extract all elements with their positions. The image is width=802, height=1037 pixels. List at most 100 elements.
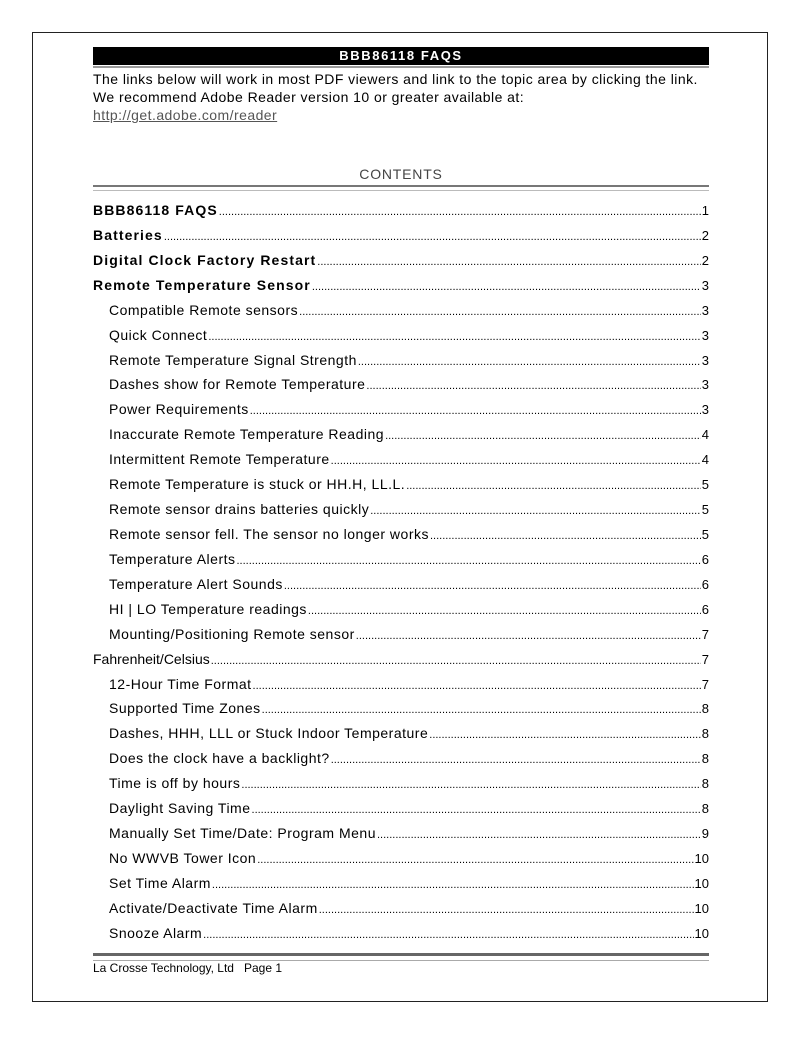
toc-entry-page: 8 [701, 776, 709, 792]
toc-entry-label: Inaccurate Remote Temperature Reading [109, 426, 385, 443]
toc-leader-dots [377, 829, 701, 841]
toc-entry[interactable]: Manually Set Time/Date: Program Menu 9 [93, 825, 709, 850]
footer: La Crosse Technology, Ltd Page 1 [93, 961, 283, 975]
toc-entry[interactable]: Does the clock have a backlight? 8 [93, 750, 709, 775]
toc-entry-label: Intermittent Remote Temperature [109, 451, 330, 468]
toc-entry-page: 4 [701, 427, 709, 443]
toc-entry-page: 2 [701, 252, 709, 268]
toc-entry-label: Time is off by hours [109, 775, 241, 792]
contents-rule [93, 185, 709, 191]
toc-leader-dots [356, 630, 701, 642]
toc-entry-page: 5 [701, 526, 709, 542]
toc-entry[interactable]: Activate/Deactivate Time Alarm 10 [93, 900, 709, 925]
toc-leader-dots [241, 779, 700, 791]
toc-entry-page: 3 [701, 302, 709, 318]
toc-entry-page: 4 [701, 452, 709, 468]
toc-entry-label: Temperature Alert Sounds [109, 575, 283, 592]
toc-entry[interactable]: Remote Temperature Signal Strength 3 [93, 352, 709, 377]
toc-entry-page: 10 [694, 900, 709, 916]
toc-entry-page: 5 [701, 477, 709, 493]
toc-entry[interactable]: BBB86118 FAQS 1 [93, 202, 709, 227]
toc-entry-label: Does the clock have a backlight? [109, 750, 330, 767]
toc-leader-dots [331, 455, 701, 467]
toc-entry-label: Manually Set Time/Date: Program Menu [109, 825, 376, 842]
toc-entry-page: 8 [701, 801, 709, 817]
toc-entry-label: Mounting/Positioning Remote sensor [109, 625, 355, 642]
toc-entry[interactable]: Quick Connect 3 [93, 327, 709, 352]
toc-entry[interactable]: Intermittent Remote Temperature 4 [93, 451, 709, 476]
toc-leader-dots [252, 804, 701, 816]
toc-entry[interactable]: Power Requirements 3 [93, 401, 709, 426]
toc-leader-dots [284, 580, 701, 592]
toc-entry-label: No WWVB Tower Icon [109, 849, 257, 866]
toc-entry[interactable]: Batteries 2 [93, 227, 709, 252]
title-rule [93, 66, 709, 68]
toc-entry[interactable]: Inaccurate Remote Temperature Reading 4 [93, 426, 709, 451]
toc-entry-label: Temperature Alerts [109, 550, 236, 567]
toc-entry[interactable]: Supported Time Zones 8 [93, 700, 709, 725]
toc-entry-label: HI | LO Temperature readings [109, 600, 307, 617]
toc-leader-dots [429, 729, 701, 741]
contents-heading: CONTENTS [359, 166, 443, 182]
toc-entry-page: 1 [701, 203, 709, 218]
toc-entry[interactable]: Remote Temperature is stuck or HH.H, LL.… [93, 476, 709, 501]
toc-entry[interactable]: Time is off by hours 8 [93, 775, 709, 800]
toc-entry-page: 8 [701, 701, 709, 717]
toc-entry-label: Supported Time Zones [109, 700, 261, 717]
toc-entry-label: Remote Temperature is stuck or HH.H, LL.… [109, 476, 406, 493]
toc-entry[interactable]: Snooze Alarm 10 [93, 925, 709, 950]
toc-entry-label: Activate/Deactivate Time Alarm [109, 899, 318, 916]
toc-entry-page: 7 [701, 676, 709, 692]
toc-entry[interactable]: Mounting/Positioning Remote sensor 7 [93, 626, 709, 651]
toc-entry[interactable]: Remote sensor fell. The sensor no longer… [93, 526, 709, 551]
toc-entry-label: Set Time Alarm [109, 874, 211, 891]
adobe-reader-link[interactable]: http://get.adobe.com/reader [93, 107, 278, 123]
toc-entry-page: 8 [701, 726, 709, 742]
toc-entry[interactable]: Dashes, HHH, LLL or Stuck Indoor Tempera… [93, 725, 709, 750]
toc-leader-dots [366, 380, 700, 392]
toc-entry-label: Fahrenheit/Celsius [93, 650, 210, 667]
toc-entry-page: 6 [701, 601, 709, 617]
toc-leader-dots [250, 405, 701, 417]
toc-entry-label: Dashes, HHH, LLL or Stuck Indoor Tempera… [109, 725, 429, 742]
toc-entry[interactable]: 12-Hour Time Format 7 [93, 676, 709, 701]
toc-leader-dots [211, 655, 701, 667]
toc-entry-page: 10 [694, 850, 709, 866]
toc-entry-label: 12-Hour Time Format [109, 675, 252, 692]
toc-entry[interactable]: Fahrenheit/Celsius 7 [93, 651, 709, 676]
toc-entry[interactable]: No WWVB Tower Icon 10 [93, 850, 709, 875]
toc-entry-label: Remote Temperature Signal Strength [109, 351, 357, 368]
toc-entry-page: 7 [701, 651, 709, 667]
toc-entry-page: 3 [701, 327, 709, 343]
toc-entry-label: Daylight Saving Time [109, 800, 251, 817]
toc-entry-page: 2 [701, 227, 709, 243]
toc-leader-dots [164, 231, 701, 243]
toc-entry[interactable]: Remote Temperature Sensor 3 [93, 277, 709, 302]
toc-leader-dots [299, 306, 701, 318]
toc-entry[interactable]: Digital Clock Factory Restart 2 [93, 252, 709, 277]
footer-rule [93, 953, 709, 961]
toc-entry-page: 10 [694, 925, 709, 941]
toc-leader-dots [317, 256, 700, 268]
toc-entry[interactable]: Compatible Remote sensors 3 [93, 302, 709, 327]
intro: The links below will work in most PDF vi… [93, 70, 713, 124]
toc-entry-page: 8 [701, 751, 709, 767]
toc-leader-dots [308, 605, 701, 617]
toc-entry[interactable]: Set Time Alarm 10 [93, 875, 709, 900]
toc-leader-dots [319, 904, 694, 916]
toc-entry-page: 6 [701, 551, 709, 567]
page-title: BBB86118 FAQS [93, 47, 709, 65]
toc-entry-page: 3 [701, 402, 709, 418]
toc-entry[interactable]: Temperature Alerts 6 [93, 551, 709, 576]
toc-entry-label: Compatible Remote sensors [109, 301, 299, 318]
toc-entry[interactable]: Temperature Alert Sounds 6 [93, 576, 709, 601]
toc-leader-dots [385, 430, 701, 442]
toc-entry-label: Batteries [93, 226, 163, 243]
toc-entry-label: Remote sensor drains batteries quickly [109, 501, 370, 518]
toc-entry[interactable]: Dashes show for Remote Temperature 3 [93, 376, 709, 401]
toc-entry-label: Remote Temperature Sensor [93, 276, 311, 293]
toc-entry[interactable]: Remote sensor drains batteries quickly 5 [93, 501, 709, 526]
toc-entry-label: Snooze Alarm [109, 924, 203, 941]
toc-entry[interactable]: HI | LO Temperature readings 6 [93, 601, 709, 626]
toc-entry[interactable]: Daylight Saving Time 8 [93, 800, 709, 825]
